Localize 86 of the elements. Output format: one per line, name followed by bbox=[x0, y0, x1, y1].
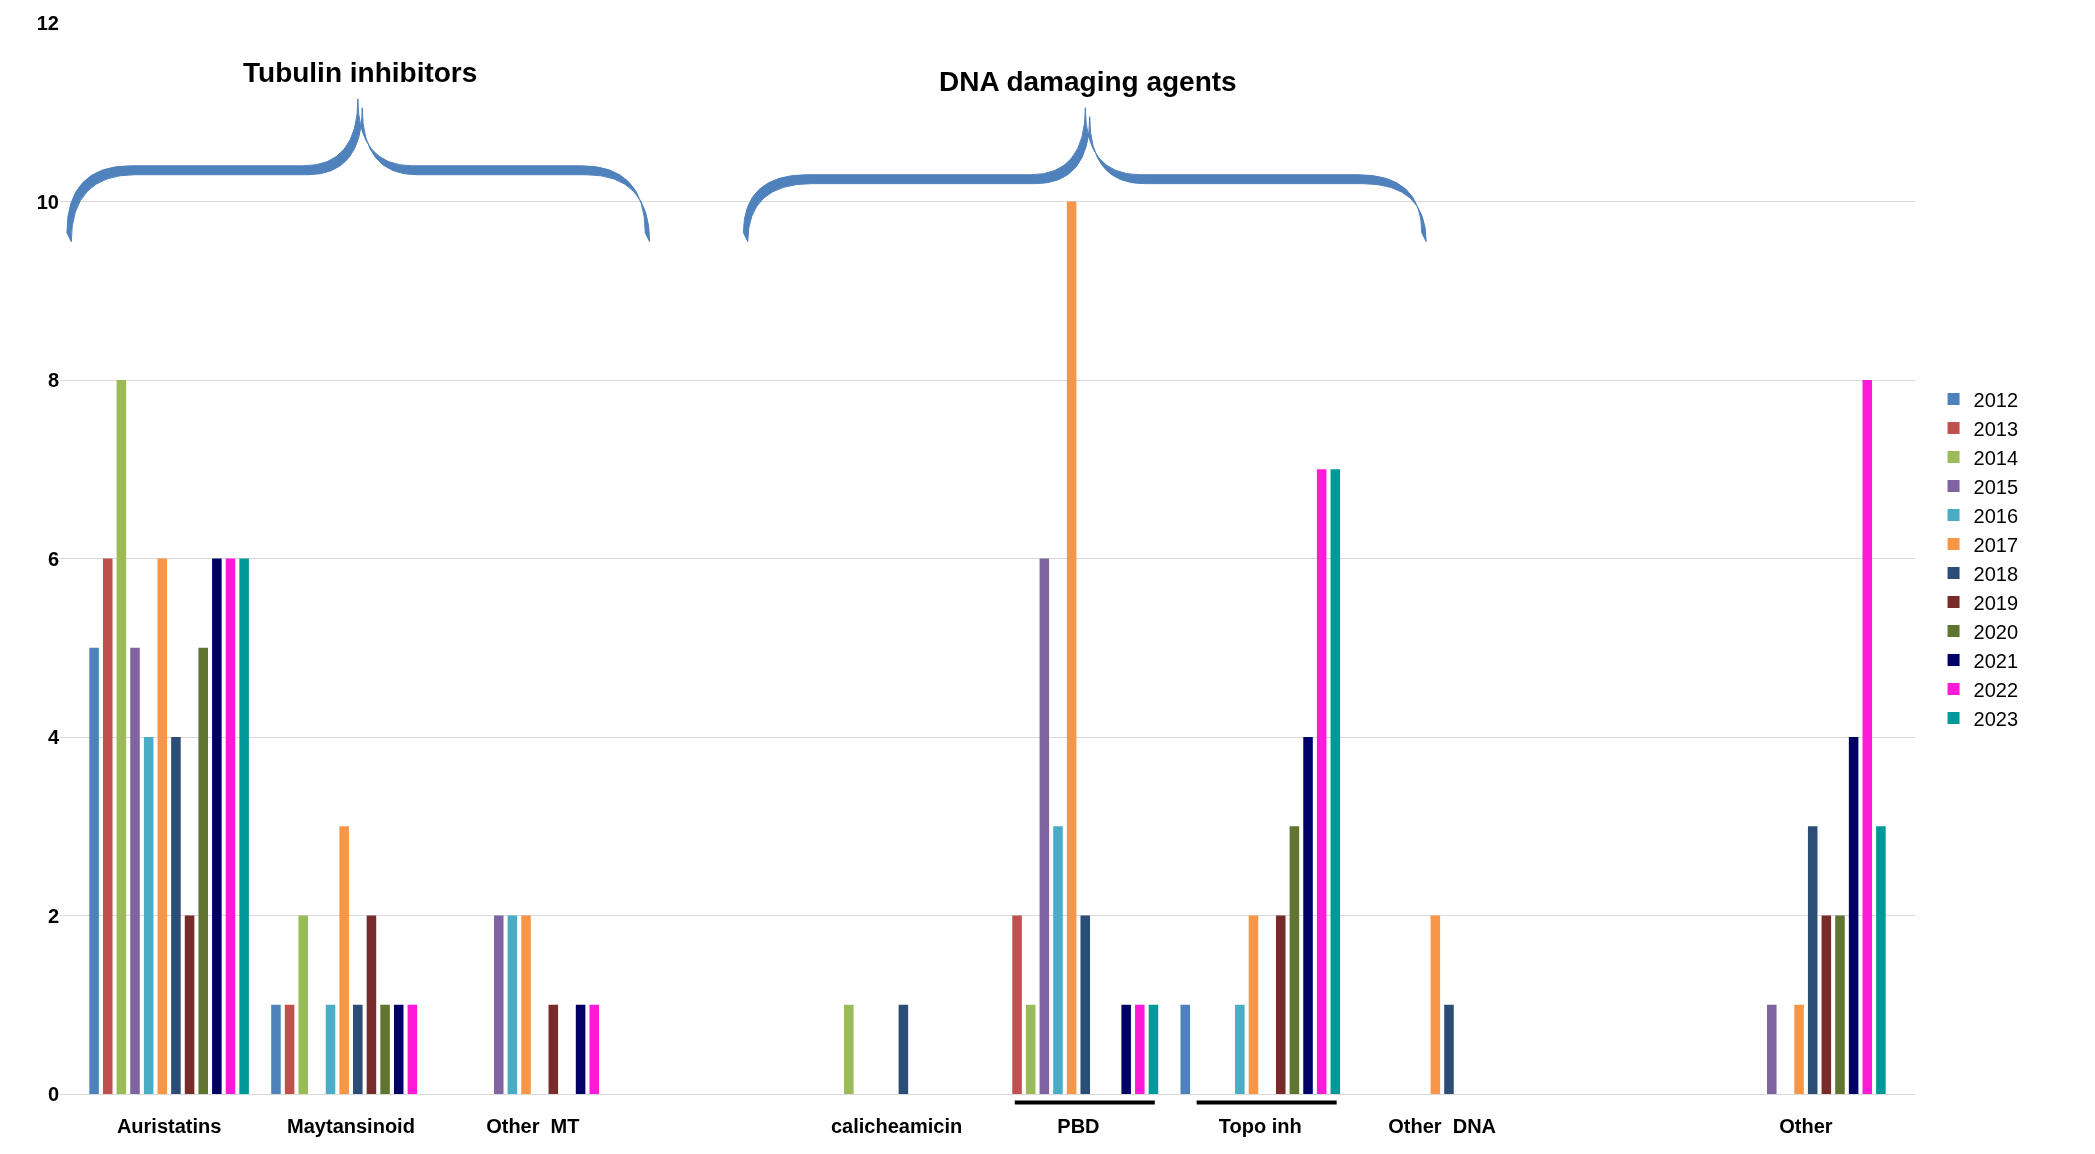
annotation: DNA damaging agents bbox=[939, 66, 1237, 97]
bar bbox=[102, 558, 113, 1094]
legend-label: 2012 bbox=[1973, 388, 2019, 411]
bar bbox=[212, 558, 222, 1094]
bar bbox=[353, 1004, 363, 1094]
bar bbox=[521, 915, 531, 1094]
legend-label: 2014 bbox=[1973, 446, 2019, 469]
bar bbox=[1121, 1004, 1131, 1094]
bar bbox=[1235, 1004, 1245, 1094]
bar bbox=[325, 1004, 336, 1094]
x-tick-label: Topo inh bbox=[1218, 1115, 1302, 1137]
bar bbox=[1430, 915, 1441, 1094]
bar bbox=[1135, 1004, 1145, 1094]
bar bbox=[1316, 469, 1327, 1094]
bar bbox=[298, 915, 309, 1094]
bar bbox=[184, 915, 195, 1094]
annotation: Tubulin inhibitors bbox=[243, 57, 478, 88]
legend-label: 2017 bbox=[1973, 533, 2019, 556]
bar bbox=[1275, 915, 1286, 1094]
bar bbox=[1012, 915, 1022, 1094]
legend-label: 2021 bbox=[1973, 649, 2019, 672]
bar bbox=[143, 737, 154, 1094]
bar bbox=[407, 1004, 418, 1094]
legend-label: 2023 bbox=[1973, 707, 2019, 730]
bar bbox=[339, 826, 349, 1094]
x-tick-label: Maytansinoid bbox=[287, 1115, 415, 1137]
bar bbox=[575, 1004, 586, 1094]
bar bbox=[898, 1004, 909, 1094]
bar bbox=[271, 1004, 281, 1094]
bar bbox=[493, 915, 504, 1094]
x-tick-label: PBD bbox=[1057, 1115, 1100, 1137]
legend-label: 2015 bbox=[1973, 475, 2019, 498]
y-tick-label: 6 bbox=[47, 547, 59, 570]
bar bbox=[157, 558, 168, 1094]
bar bbox=[589, 1004, 599, 1094]
legend-label: 2020 bbox=[1973, 620, 2019, 643]
x-tick-label: Other MT bbox=[486, 1115, 580, 1137]
bar bbox=[89, 647, 99, 1094]
x-tick-label: calicheamicin bbox=[830, 1115, 963, 1137]
bar bbox=[393, 1004, 404, 1094]
bar bbox=[1862, 380, 1873, 1094]
bar bbox=[1180, 1004, 1191, 1094]
bar bbox=[171, 737, 181, 1094]
bar bbox=[548, 1004, 559, 1094]
bar bbox=[1248, 915, 1259, 1094]
bar bbox=[239, 558, 249, 1094]
bar bbox=[1303, 737, 1313, 1094]
y-tick-label: 10 bbox=[36, 190, 59, 213]
bar bbox=[1835, 915, 1845, 1094]
x-tick-label: Auristatins bbox=[116, 1115, 222, 1137]
bar bbox=[366, 915, 377, 1094]
legend-label: 2013 bbox=[1973, 417, 2019, 440]
bar bbox=[1876, 826, 1886, 1094]
bar bbox=[1821, 915, 1832, 1094]
y-tick-label: 12 bbox=[36, 12, 59, 34]
bar bbox=[198, 647, 208, 1094]
bar bbox=[1039, 558, 1050, 1094]
bar bbox=[507, 915, 518, 1094]
bar bbox=[1066, 201, 1077, 1094]
bar bbox=[1444, 1004, 1454, 1094]
bar bbox=[1330, 469, 1341, 1094]
legend-label: 2019 bbox=[1973, 591, 2019, 614]
x-tick-label: Other DNA bbox=[1388, 1115, 1497, 1137]
bar bbox=[225, 558, 236, 1094]
bar bbox=[844, 1004, 854, 1094]
y-tick-label: 0 bbox=[47, 1083, 59, 1105]
bar bbox=[1767, 1004, 1777, 1094]
legend-label: 2018 bbox=[1973, 562, 2019, 585]
bar bbox=[130, 647, 140, 1094]
y-tick-label: 4 bbox=[47, 726, 60, 748]
bar bbox=[116, 380, 127, 1094]
y-tick-label: 2 bbox=[47, 904, 59, 927]
bar bbox=[1080, 915, 1091, 1094]
bar bbox=[1053, 826, 1063, 1094]
bar bbox=[1148, 1004, 1159, 1094]
legend-label: 2022 bbox=[1973, 678, 2019, 701]
x-tick-label: Other bbox=[1779, 1115, 1833, 1137]
bar bbox=[1025, 1004, 1036, 1094]
bar bbox=[380, 1004, 390, 1094]
y-tick-label: 8 bbox=[47, 369, 59, 391]
legend-label: 2016 bbox=[1973, 504, 2019, 527]
bar bbox=[1794, 1004, 1804, 1094]
bar bbox=[284, 1004, 295, 1094]
bar bbox=[1807, 826, 1818, 1094]
bar bbox=[1848, 737, 1859, 1094]
bar bbox=[1289, 826, 1300, 1094]
